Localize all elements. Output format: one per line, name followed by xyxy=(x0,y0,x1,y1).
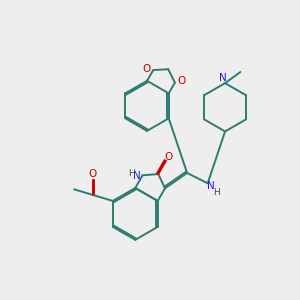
Text: O: O xyxy=(177,76,185,86)
Text: H: H xyxy=(213,188,220,196)
Text: N: N xyxy=(133,171,141,181)
Text: N: N xyxy=(219,73,226,83)
Text: O: O xyxy=(88,169,97,178)
Text: N: N xyxy=(207,181,215,190)
Text: O: O xyxy=(164,152,172,162)
Text: O: O xyxy=(142,64,151,74)
Text: H: H xyxy=(128,169,135,178)
